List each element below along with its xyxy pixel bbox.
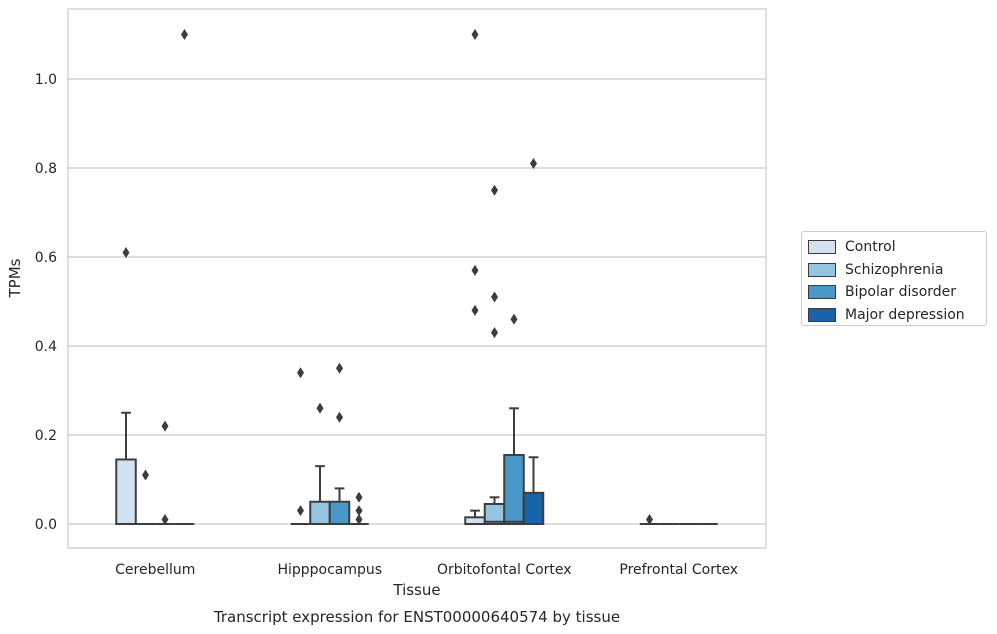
box	[522, 456, 545, 526]
legend: Control Schizophrenia Bipolar disorder Majo…	[801, 231, 987, 326]
outlier-point	[122, 247, 130, 259]
legend-swatch	[808, 240, 836, 255]
outlier-point	[491, 327, 498, 339]
legend-swatch	[808, 262, 836, 277]
box-body	[464, 516, 486, 526]
x-tick-label: Cerebellum	[115, 562, 195, 578]
x-tick-labels: Cerebellum Hipppocampus Orbitofontal Corte…	[115, 562, 738, 578]
y-tick-label: 1.0	[35, 72, 57, 88]
outlier-point	[471, 264, 479, 276]
x-tick-label: Orbitofontal Cortex	[437, 562, 572, 578]
box-body	[328, 500, 351, 525]
outlier-point	[161, 420, 169, 432]
plot-frame	[67, 8, 767, 549]
y-tick-label: 0.0	[35, 517, 57, 533]
legend-swatch	[808, 307, 836, 322]
outlier-point	[161, 514, 169, 526]
outlier-point	[316, 402, 324, 414]
legend-item: Control	[808, 236, 986, 259]
outlier-point	[510, 313, 518, 325]
x-tick-label: Hipppocampus	[277, 562, 382, 578]
outlier-point	[355, 505, 363, 517]
outlier-point	[471, 29, 479, 40]
outlier-point	[646, 514, 653, 526]
outlier-point	[471, 304, 479, 316]
outlier-point	[297, 367, 304, 379]
outlier-point	[491, 184, 498, 196]
outlier-point	[142, 469, 149, 481]
outlier-point	[491, 291, 498, 303]
outlier-point	[530, 158, 537, 170]
box	[464, 509, 486, 526]
y-axis-label: TPMs	[6, 258, 24, 298]
outlier-point	[336, 362, 343, 374]
legend-label: Major depression	[845, 306, 965, 323]
boxes	[115, 407, 718, 526]
legend-label: Bipolar disorder	[845, 284, 957, 301]
y-tick-label: 0.4	[35, 339, 57, 355]
box-body	[309, 500, 331, 525]
legend-item: Bipolar disorder	[808, 281, 986, 304]
legend-label: Control	[845, 239, 896, 256]
outlier-point	[355, 514, 363, 526]
box	[483, 496, 506, 526]
chart-title: Transcript expression for ENST0000064057…	[213, 608, 620, 626]
y-tick-label: 0.8	[35, 161, 57, 177]
box	[328, 487, 351, 525]
legend-swatch	[808, 285, 836, 300]
y-tick-label: 0.6	[35, 250, 57, 266]
legend-label: Schizophrenia	[845, 261, 944, 278]
box	[309, 465, 331, 525]
outlier-point	[355, 491, 363, 503]
box-body	[522, 491, 545, 526]
outlier-point	[336, 411, 343, 423]
outlier-point	[297, 505, 304, 517]
y-tick-label: 0.2	[35, 428, 57, 444]
outlier-point	[181, 29, 188, 40]
box-body	[115, 458, 137, 526]
box-body	[503, 454, 525, 525]
outliers	[122, 29, 653, 526]
box	[115, 411, 137, 526]
x-tick-label: Prefrontal Cortex	[619, 562, 738, 578]
legend-item: Major depression	[808, 304, 986, 327]
grid-lines	[68, 78, 766, 525]
y-tick-labels: 0.0 0.2 0.4 0.6 0.8 1.0	[35, 72, 57, 533]
legend-item: Schizophrenia	[808, 259, 986, 282]
x-axis-label: Tissue	[392, 581, 440, 599]
box	[503, 407, 525, 525]
